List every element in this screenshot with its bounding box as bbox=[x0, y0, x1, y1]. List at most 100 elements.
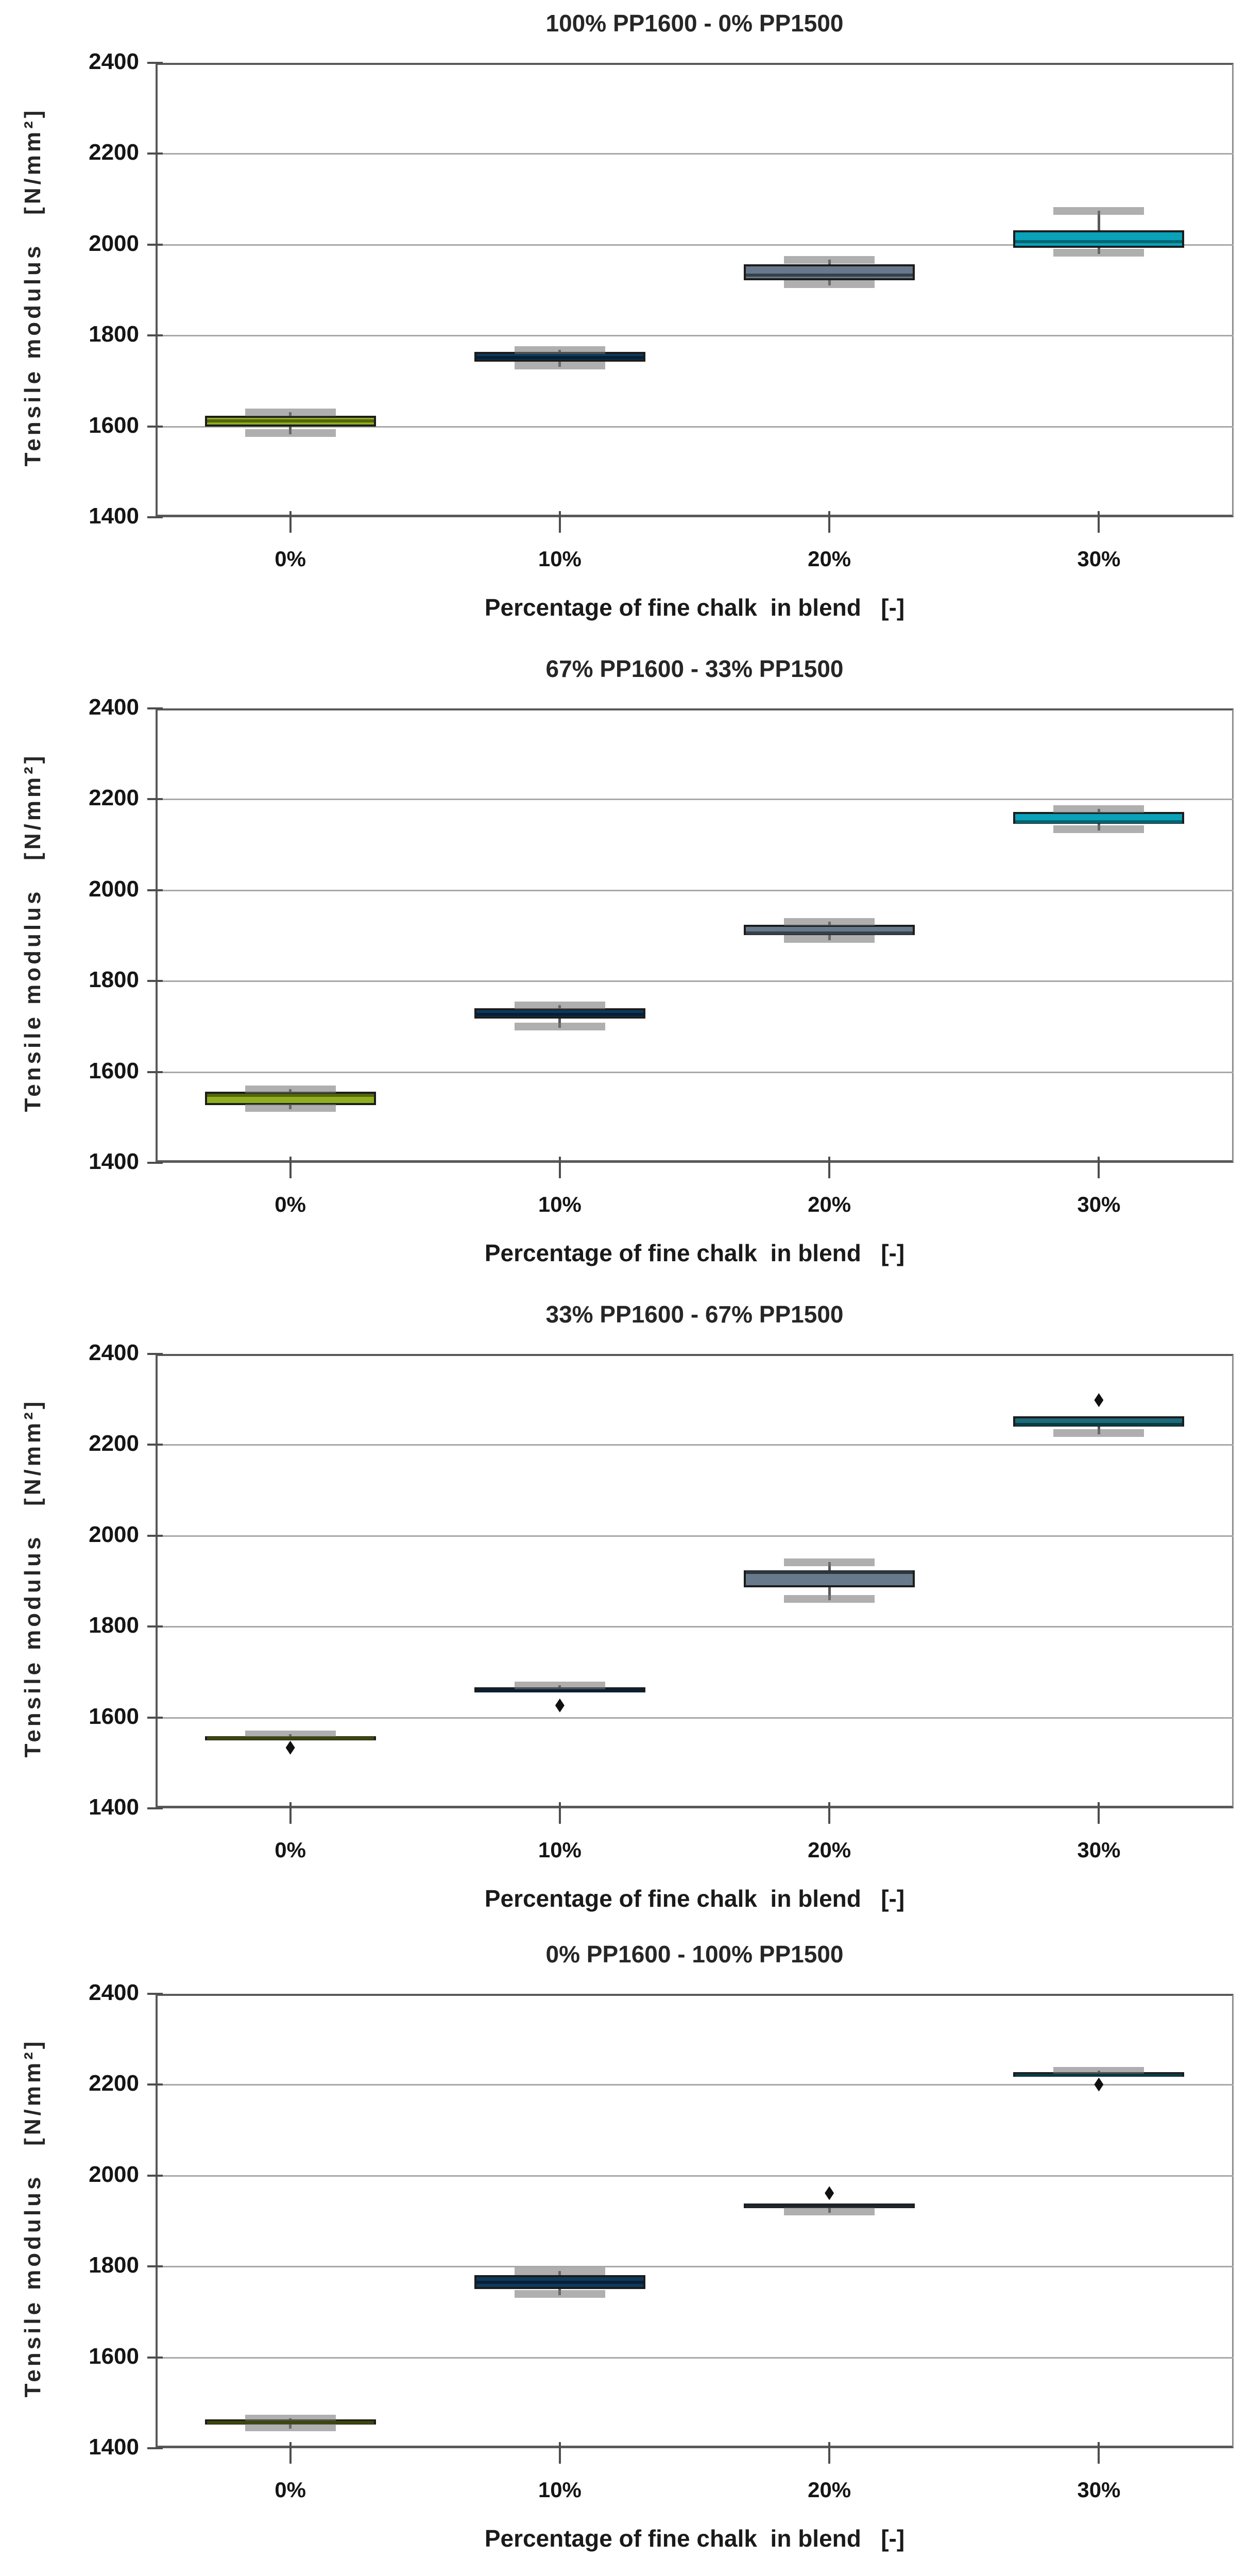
whisker-cap bbox=[514, 1001, 605, 1009]
x-axis-label: Percentage of fine chalk in blend [-] bbox=[484, 1885, 905, 1912]
y-axis-tick bbox=[147, 2265, 163, 2268]
whisker-cap bbox=[514, 2267, 605, 2276]
whisker-cap bbox=[245, 409, 336, 417]
whisker-cap bbox=[784, 280, 875, 288]
x-tick-label: 0% bbox=[275, 547, 306, 571]
box bbox=[744, 264, 915, 281]
whisker-cap bbox=[245, 2423, 336, 2431]
y-tick-label: 2400 bbox=[89, 694, 139, 720]
median-line bbox=[746, 273, 913, 277]
x-tick-label: 0% bbox=[275, 2478, 306, 2502]
chart-title: 33% PP1600 - 67% PP1500 bbox=[545, 1301, 844, 1328]
y-gridline bbox=[156, 1535, 1234, 1537]
median-line bbox=[476, 1689, 643, 1692]
y-tick-label: 2200 bbox=[89, 140, 139, 165]
x-tick-label: 20% bbox=[808, 1192, 851, 1216]
x-axis-tick bbox=[289, 511, 292, 533]
y-axis-tick bbox=[147, 2083, 163, 2086]
outlier-diamond bbox=[555, 1698, 565, 1713]
outlier-diamond bbox=[825, 2186, 834, 2200]
x-axis-tick bbox=[558, 1157, 561, 1178]
y-tick-label: 1400 bbox=[89, 1149, 139, 1174]
whisker-cap bbox=[1053, 207, 1144, 215]
y-tick-label: 2000 bbox=[89, 1521, 139, 1547]
y-axis-tick bbox=[147, 243, 163, 246]
y-gridline bbox=[156, 1071, 1234, 1073]
whisker-cap bbox=[1053, 805, 1144, 813]
plot-area bbox=[156, 63, 1234, 517]
whisker-cap bbox=[245, 2414, 336, 2422]
x-tick-label: 10% bbox=[538, 1192, 582, 1216]
median-line bbox=[476, 356, 643, 360]
whisker-stem bbox=[828, 1562, 831, 1572]
y-gridline bbox=[156, 426, 1234, 428]
whisker-cap bbox=[1053, 825, 1144, 833]
whisker-cap bbox=[514, 362, 605, 370]
y-gridline bbox=[156, 2084, 1234, 2086]
outlier-diamond bbox=[1094, 1393, 1104, 1408]
x-axis-tick bbox=[828, 1157, 831, 1178]
whisker-cap bbox=[784, 1595, 875, 1603]
x-axis-label: Percentage of fine chalk in blend [-] bbox=[484, 1240, 905, 1266]
whisker-cap bbox=[514, 2290, 605, 2298]
y-axis-tick bbox=[147, 334, 163, 337]
y-gridline bbox=[156, 244, 1234, 246]
y-axis-tick bbox=[147, 889, 163, 891]
x-axis-tick bbox=[1098, 1802, 1100, 1824]
y-gridline bbox=[156, 889, 1234, 891]
chart-3: 33% PP1600 - 67% PP1500 2400 2200 2000 1800 1… bbox=[0, 1293, 1247, 1937]
median-line bbox=[207, 419, 374, 423]
y-gridline bbox=[156, 2357, 1234, 2359]
x-tick-label: 20% bbox=[808, 547, 851, 571]
median-line bbox=[1015, 240, 1183, 243]
x-tick-label: 10% bbox=[538, 2478, 582, 2502]
x-axis-tick bbox=[289, 1802, 292, 1824]
y-axis-tick bbox=[147, 798, 163, 801]
y-axis-tick bbox=[147, 1534, 163, 1537]
x-axis-label: Percentage of fine chalk in blend [-] bbox=[484, 2525, 905, 2552]
whisker-cap bbox=[1053, 248, 1144, 257]
y-axis-tick bbox=[147, 516, 163, 518]
chart-title: 67% PP1600 - 33% PP1500 bbox=[545, 655, 844, 682]
x-axis-label: Percentage of fine chalk in blend [-] bbox=[484, 594, 905, 621]
median-line bbox=[746, 931, 913, 935]
median-line bbox=[207, 1094, 374, 1097]
x-axis-tick bbox=[558, 2442, 561, 2464]
median-line bbox=[1015, 1422, 1183, 1426]
y-axis-tick bbox=[147, 2356, 163, 2359]
y-tick-label: 1800 bbox=[89, 321, 139, 347]
y-tick-label: 1600 bbox=[89, 1058, 139, 1083]
y-tick-label: 1800 bbox=[89, 967, 139, 993]
y-axis-tick bbox=[147, 1444, 163, 1446]
y-gridline bbox=[156, 2175, 1234, 2177]
x-tick-label: 10% bbox=[538, 547, 582, 571]
chart-1: 100% PP1600 - 0% PP1500 2400 2200 2000 1800 1… bbox=[0, 2, 1247, 646]
x-axis-tick bbox=[289, 1157, 292, 1178]
whisker-cap bbox=[784, 1558, 875, 1566]
x-tick-label: 30% bbox=[1077, 2478, 1121, 2502]
y-gridline bbox=[156, 2266, 1234, 2268]
box bbox=[1013, 230, 1185, 248]
x-axis-tick bbox=[289, 2442, 292, 2464]
y-axis-label: Tensile modulus [N/mm²] bbox=[20, 2038, 45, 2398]
y-gridline bbox=[156, 1444, 1234, 1446]
y-axis-tick bbox=[147, 62, 163, 64]
x-axis-tick bbox=[828, 511, 831, 533]
outlier-diamond bbox=[285, 1740, 295, 1755]
y-axis-tick bbox=[147, 2174, 163, 2177]
plot-area bbox=[156, 1994, 1234, 2448]
chart-2: 67% PP1600 - 33% PP1500 2400 2200 2000 1800 1… bbox=[0, 648, 1247, 1292]
whisker-stem bbox=[1097, 210, 1100, 232]
y-axis-label: Tensile modulus [N/mm²] bbox=[20, 753, 45, 1112]
whisker-cap bbox=[514, 1022, 605, 1030]
median-line bbox=[746, 1571, 913, 1574]
whisker-cap bbox=[784, 256, 875, 264]
y-axis-tick bbox=[147, 707, 163, 709]
x-tick-label: 0% bbox=[275, 1838, 306, 1862]
median-line bbox=[476, 2281, 643, 2284]
whisker-cap bbox=[784, 918, 875, 926]
x-axis-tick bbox=[828, 1802, 831, 1824]
y-tick-label: 2400 bbox=[89, 49, 139, 74]
median-line bbox=[207, 1737, 374, 1740]
